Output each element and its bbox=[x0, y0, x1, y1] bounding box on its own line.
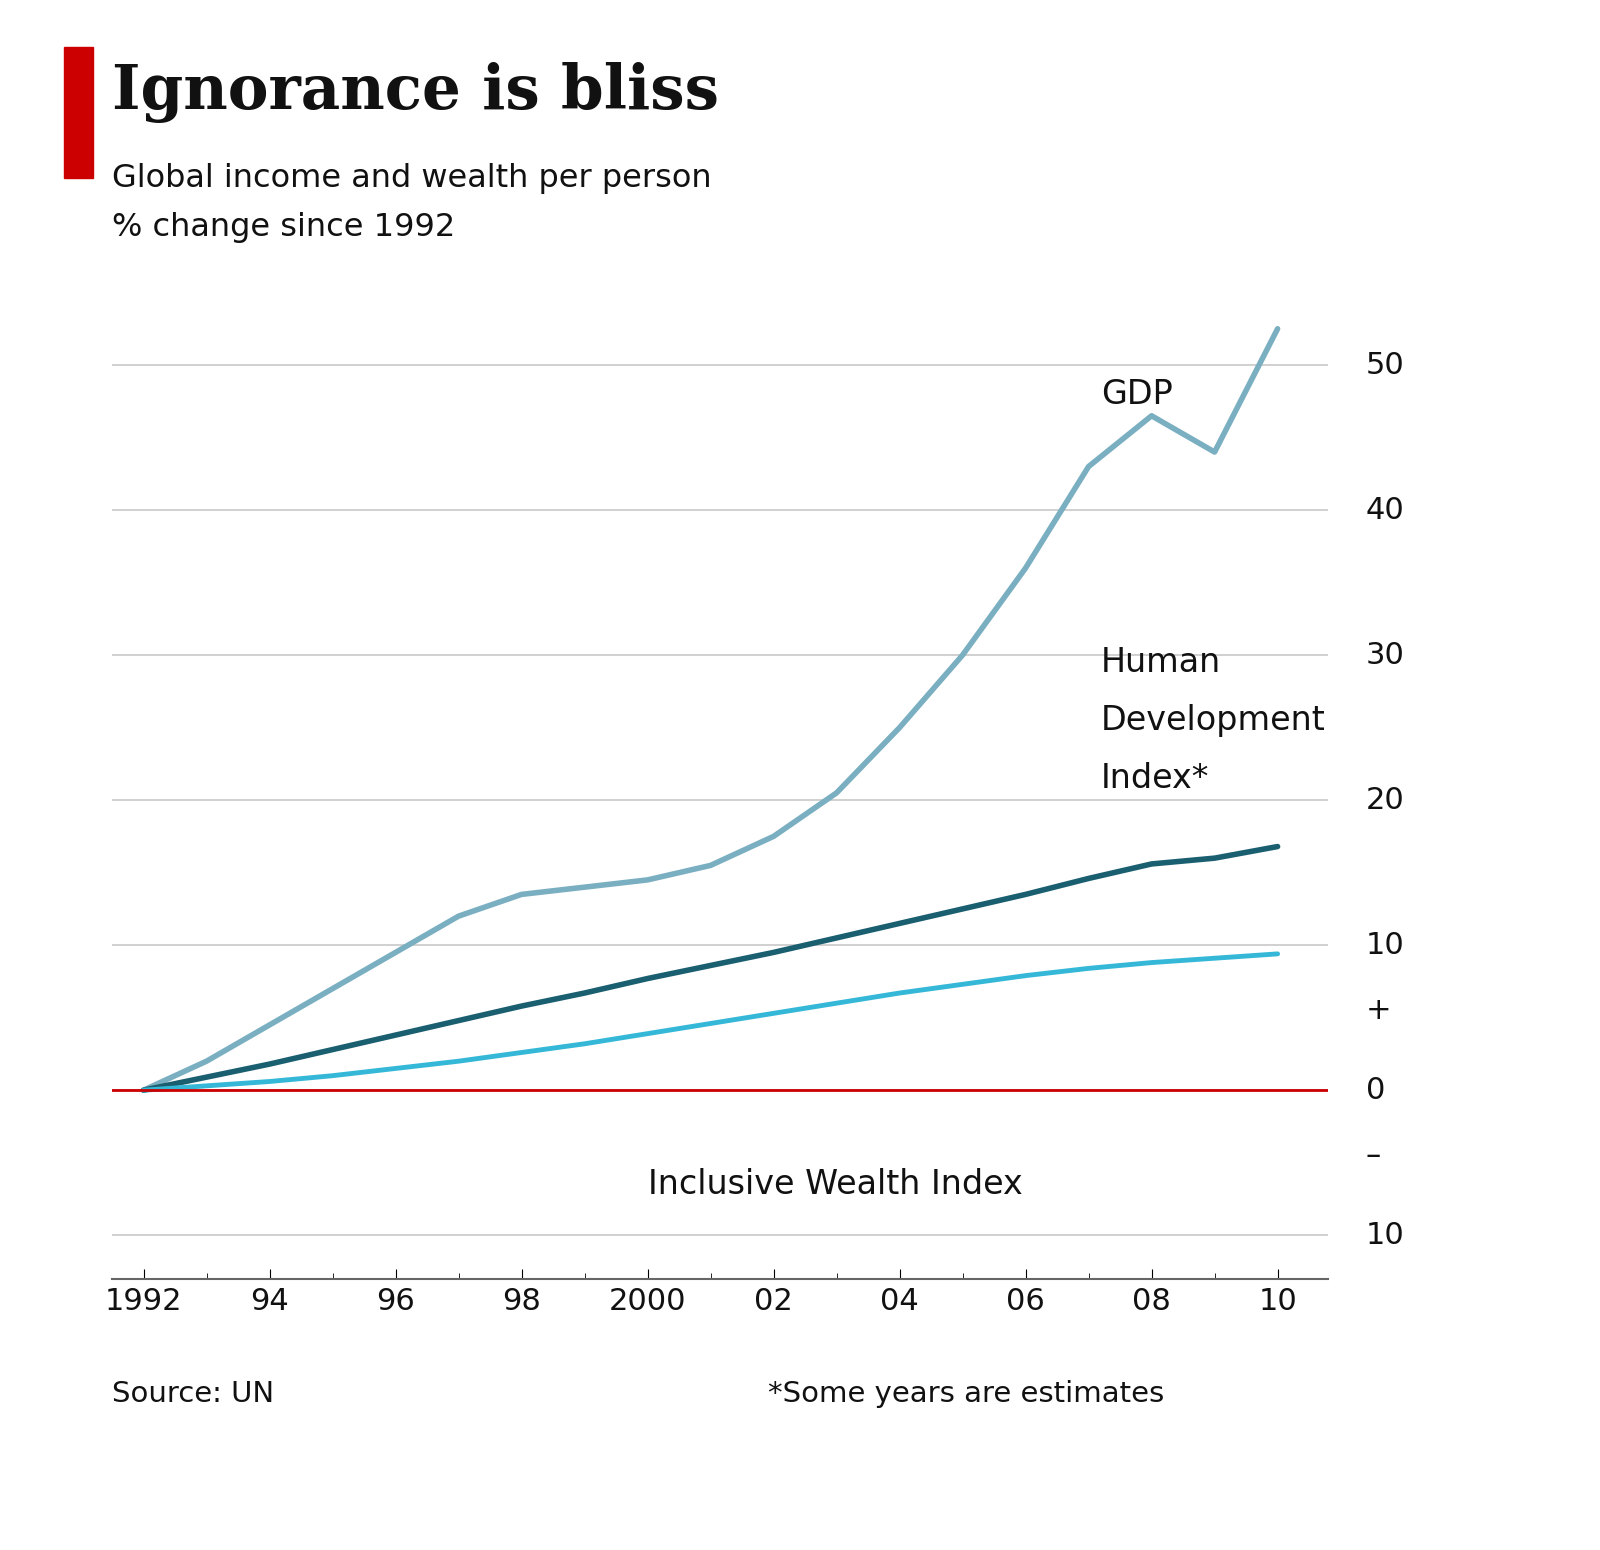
Text: 0: 0 bbox=[1366, 1076, 1386, 1105]
Text: Human: Human bbox=[1101, 646, 1221, 679]
Text: 10: 10 bbox=[1366, 930, 1405, 959]
Text: Index*: Index* bbox=[1101, 763, 1210, 795]
Text: Development: Development bbox=[1101, 704, 1326, 736]
Text: 30: 30 bbox=[1366, 640, 1405, 670]
Text: % change since 1992: % change since 1992 bbox=[112, 212, 456, 243]
Text: GDP: GDP bbox=[1101, 378, 1173, 411]
Text: 20: 20 bbox=[1366, 786, 1405, 815]
Text: *Some years are estimates: *Some years are estimates bbox=[768, 1380, 1165, 1407]
Text: Inclusive Wealth Index: Inclusive Wealth Index bbox=[648, 1169, 1022, 1201]
Text: +: + bbox=[1366, 997, 1392, 1025]
Text: 40: 40 bbox=[1366, 496, 1405, 524]
Text: 10: 10 bbox=[1366, 1221, 1405, 1249]
Text: Source: UN: Source: UN bbox=[112, 1380, 274, 1407]
Text: Ignorance is bliss: Ignorance is bliss bbox=[112, 62, 718, 122]
Text: 50: 50 bbox=[1366, 350, 1405, 380]
Text: Global income and wealth per person: Global income and wealth per person bbox=[112, 163, 712, 194]
Text: –: – bbox=[1366, 1141, 1381, 1170]
